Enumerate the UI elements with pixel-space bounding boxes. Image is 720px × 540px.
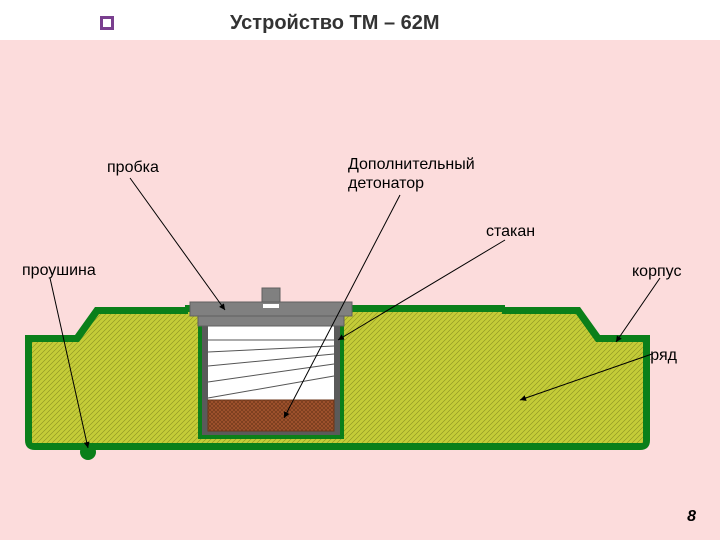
diagram-svg [0, 0, 720, 540]
